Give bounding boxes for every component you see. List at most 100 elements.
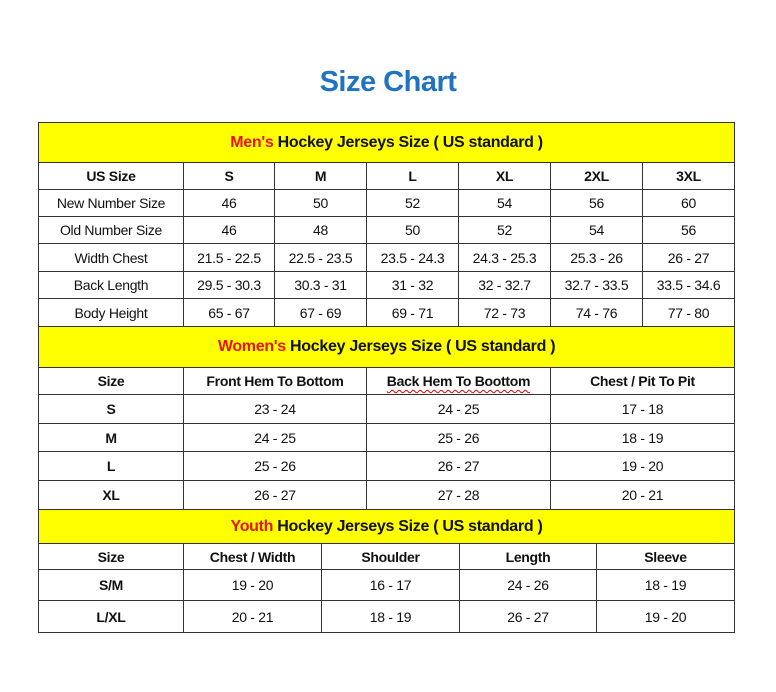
table-cell: 77 - 80 bbox=[641, 298, 736, 327]
table-cell: 24 - 25 bbox=[366, 394, 551, 424]
column-header: Length bbox=[459, 543, 597, 570]
column-header: Size bbox=[38, 543, 184, 570]
column-header: 2XL bbox=[550, 162, 643, 190]
table-cell: 23 - 24 bbox=[183, 394, 367, 424]
table-cell: 17 - 18 bbox=[549, 394, 736, 424]
table-cell: 26 - 27 bbox=[366, 451, 551, 481]
table-row: L/XL 20 - 21 18 - 19 26 - 27 19 - 20 bbox=[38, 600, 735, 633]
table-row: Old Number Size 46 48 50 52 54 56 bbox=[38, 216, 736, 244]
table-row: Back Length 29.5 - 30.3 30.3 - 31 31 - 32 32… bbox=[38, 271, 736, 299]
row-label: M bbox=[38, 423, 184, 452]
table-cell: 25.3 - 26 bbox=[550, 243, 643, 272]
column-header: Size bbox=[38, 367, 184, 395]
section-heading-highlight: Youth bbox=[230, 517, 274, 535]
row-label: New Number Size bbox=[38, 189, 184, 217]
table-cell: 26 - 27 bbox=[459, 600, 597, 633]
table-row: L 25 - 26 26 - 27 19 - 20 bbox=[38, 451, 736, 481]
row-label: Old Number Size bbox=[38, 216, 184, 244]
table-row: XL 26 - 27 27 - 28 20 - 21 bbox=[38, 480, 736, 510]
row-label: L bbox=[38, 451, 184, 481]
table-cell: 32 - 32.7 bbox=[458, 271, 551, 299]
table-cell: 54 bbox=[458, 189, 551, 217]
youth-size-table: Youth Hockey Jerseys Size ( US standard … bbox=[38, 509, 735, 633]
column-header: Back Hem To Boottom bbox=[366, 367, 551, 395]
section-heading: Men's Hockey Jerseys Size ( US standard … bbox=[37, 122, 736, 163]
table-cell: 74 - 76 bbox=[550, 298, 643, 327]
table-cell: 30.3 - 31 bbox=[274, 271, 367, 299]
column-header: M bbox=[274, 162, 367, 190]
table-cell: 31 - 32 bbox=[366, 271, 459, 299]
table-cell: 26 - 27 bbox=[641, 243, 736, 272]
table-cell: 67 - 69 bbox=[274, 298, 367, 327]
size-chart: Men's Hockey Jerseys Size ( US standard … bbox=[37, 122, 736, 633]
table-cell: 20 - 21 bbox=[549, 480, 736, 510]
row-label: Body Height bbox=[38, 298, 184, 327]
column-header: Shoulder bbox=[321, 543, 460, 570]
table-cell: 18 - 19 bbox=[321, 600, 460, 633]
table-cell: 24 - 25 bbox=[183, 423, 367, 452]
table-cell: 24.3 - 25.3 bbox=[458, 243, 551, 272]
table-cell: 65 - 67 bbox=[183, 298, 275, 327]
section-heading-highlight: Men's bbox=[230, 133, 274, 151]
table-cell: 24 - 26 bbox=[459, 569, 597, 601]
table-cell: 52 bbox=[458, 216, 551, 244]
row-label: Width Chest bbox=[38, 243, 184, 272]
table-cell: 46 bbox=[183, 216, 275, 244]
table-cell: 19 - 20 bbox=[596, 600, 735, 633]
row-label: S bbox=[38, 394, 184, 424]
column-header: Sleeve bbox=[596, 543, 735, 570]
table-cell: 56 bbox=[641, 216, 736, 244]
table-cell: 18 - 19 bbox=[549, 423, 736, 452]
table-cell: 22.5 - 23.5 bbox=[274, 243, 367, 272]
column-header: S bbox=[183, 162, 275, 190]
table-row: S 23 - 24 24 - 25 17 - 18 bbox=[38, 394, 736, 424]
page-title: Size Chart bbox=[319, 66, 457, 98]
section-heading-text: Hockey Jerseys Size ( US standard ) bbox=[273, 133, 543, 151]
column-header: Chest / Pit To Pit bbox=[549, 367, 736, 395]
table-cell: 48 bbox=[274, 216, 367, 244]
table-cell: 27 - 28 bbox=[366, 480, 551, 510]
column-header: XL bbox=[458, 162, 551, 190]
womens-size-table: Women's Hockey Jerseys Size ( US standar… bbox=[37, 326, 736, 510]
table-cell: 32.7 - 33.5 bbox=[550, 271, 643, 299]
table-row: S/M 19 - 20 16 - 17 24 - 26 18 - 19 bbox=[38, 569, 735, 601]
table-cell: 72 - 73 bbox=[458, 298, 551, 327]
table-cell: 26 - 27 bbox=[183, 480, 367, 510]
table-cell: 25 - 26 bbox=[183, 451, 367, 481]
table-row: M 24 - 25 25 - 26 18 - 19 bbox=[38, 423, 736, 452]
section-heading: Women's Hockey Jerseys Size ( US standar… bbox=[37, 326, 736, 368]
table-row: Body Height 65 - 67 67 - 69 69 - 71 72 - 73 7… bbox=[38, 298, 736, 327]
table-cell: 46 bbox=[183, 189, 275, 217]
row-label: XL bbox=[38, 480, 184, 510]
section-heading-text: Hockey Jerseys Size ( US standard ) bbox=[273, 517, 543, 535]
table-cell: 69 - 71 bbox=[366, 298, 459, 327]
table-cell: 56 bbox=[550, 189, 643, 217]
table-cell: 50 bbox=[274, 189, 367, 217]
table-cell: 33.5 - 34.6 bbox=[641, 271, 736, 299]
section-heading-text: Hockey Jerseys Size ( US standard ) bbox=[285, 338, 556, 355]
table-row: Width Chest 21.5 - 22.5 22.5 - 23.5 23.5 - … bbox=[38, 243, 736, 272]
column-header: Front Hem To Bottom bbox=[183, 367, 367, 395]
table-cell: 18 - 19 bbox=[596, 569, 735, 601]
table-cell: 60 bbox=[641, 189, 736, 217]
section-heading: Youth Hockey Jerseys Size ( US standard … bbox=[38, 509, 735, 544]
table-cell: 20 - 21 bbox=[183, 600, 322, 633]
table-cell: 52 bbox=[366, 189, 459, 217]
mens-size-table: Men's Hockey Jerseys Size ( US standard … bbox=[37, 122, 736, 327]
column-header: 3XL bbox=[641, 162, 736, 190]
column-header: Chest / Width bbox=[183, 543, 322, 570]
table-cell: 19 - 20 bbox=[183, 569, 322, 601]
column-header: US Size bbox=[38, 162, 184, 190]
table-cell: 16 - 17 bbox=[321, 569, 460, 601]
table-cell: 54 bbox=[550, 216, 643, 244]
table-cell: 25 - 26 bbox=[366, 423, 551, 452]
column-header-text: Back Hem To Boottom bbox=[386, 373, 531, 389]
section-heading-highlight: Women's bbox=[217, 338, 286, 355]
header-row: US Size S M L XL 2XL 3XL bbox=[38, 162, 736, 190]
table-cell: 21.5 - 22.5 bbox=[183, 243, 275, 272]
column-header: L bbox=[366, 162, 459, 190]
table-cell: 29.5 - 30.3 bbox=[183, 271, 275, 299]
row-label: Back Length bbox=[38, 271, 184, 299]
table-row: New Number Size 46 50 52 54 56 60 bbox=[38, 189, 736, 217]
table-cell: 50 bbox=[366, 216, 459, 244]
